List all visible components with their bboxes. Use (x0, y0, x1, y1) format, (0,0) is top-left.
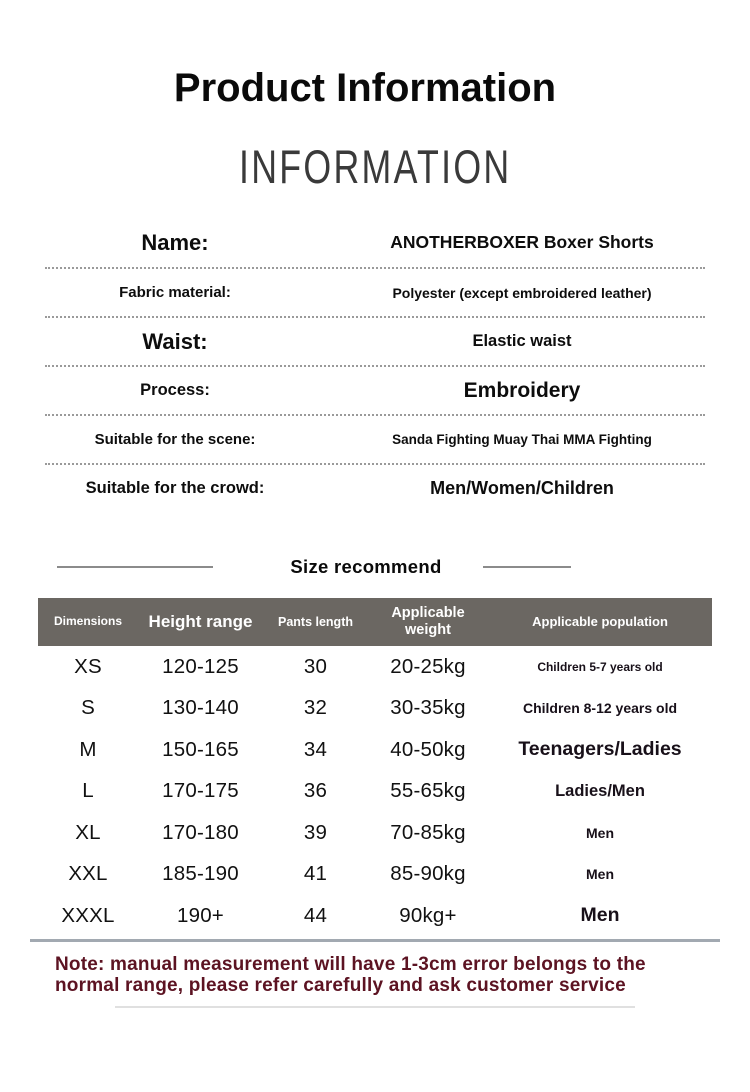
info-label: Suitable for the scene: (94, 431, 256, 448)
info-value: Men/Women/Children (430, 478, 614, 498)
cell-weight: 30-35kg (390, 696, 466, 720)
info-value: Elastic waist (472, 332, 572, 350)
cell-weight: 85-90kg (390, 862, 466, 886)
info-row: Suitable for the scene: Sanda Fighting Mu… (45, 414, 705, 463)
cell-population: Children 8-12 years old (522, 700, 678, 717)
note-line-1: Note: manual measurement will have 1-3cm… (55, 953, 646, 975)
cell-dimension: M (79, 737, 97, 761)
info-row: Waist: Elastic waist (45, 316, 705, 365)
cell-weight: 20-25kg (390, 654, 466, 678)
header-cell: Height range (148, 612, 253, 632)
cell-weight: 40-50kg (390, 737, 466, 761)
cell-pants-length: 44 (303, 903, 328, 927)
info-value: ANOTHERBOXER Boxer Shorts (390, 232, 654, 252)
cell-dimension: XXL (68, 862, 108, 886)
info-row: Suitable for the crowd: Men/Women/Childre… (45, 463, 705, 512)
page-subtitle-wrap: INFORMATION (0, 139, 750, 194)
cell-pants-length: 41 (303, 862, 328, 886)
cell-weight: 55-65kg (390, 779, 466, 803)
cell-pants-length: 32 (303, 696, 328, 720)
cell-height-range: 150-165 (162, 737, 239, 761)
table-row: XL 170-180 39 70-85kg Men (38, 812, 712, 854)
size-recommend-title: Size recommend (290, 556, 442, 577)
info-row: Process: Embroidery (45, 365, 705, 414)
info-value: Embroidery (463, 378, 581, 402)
table-row: S 130-140 32 30-35kg Children 8-12 years old (38, 688, 712, 730)
cell-height-range: 130-140 (162, 696, 239, 720)
header-cell: Applicable weight (391, 605, 465, 638)
product-info-list: Name: ANOTHERBOXER Boxer Shorts Fabric mat… (45, 218, 705, 512)
info-value: Sanda Fighting Muay Thai MMA Fighting (392, 432, 652, 447)
table-row: M 150-165 34 40-50kg Teenagers/Ladies (38, 729, 712, 771)
size-recommend-heading: Size recommend (0, 552, 750, 582)
cell-population: Teenagers/Ladies (518, 738, 682, 761)
cell-population: Men (586, 824, 614, 841)
cell-pants-length: 30 (303, 654, 328, 678)
table-row: XS 120-125 30 20-25kg Children 5-7 years old (38, 646, 712, 688)
table-row: XXXL 190+ 44 90kg+ Men (38, 895, 712, 937)
cell-dimension: L (82, 779, 94, 803)
cell-population: Men (586, 866, 614, 883)
size-table-header: Dimensions Height range Pants length Applic… (38, 598, 712, 646)
header-cell: Applicable population (532, 613, 668, 629)
cell-height-range: 170-180 (162, 820, 239, 844)
info-value: Polyester (except embroidered leather) (392, 284, 652, 301)
table-row: XXL 185-190 41 85-90kg Men (38, 854, 712, 896)
heading-rule-left (57, 566, 213, 568)
header-cell: Pants length (277, 614, 353, 629)
info-label: Process: (140, 381, 210, 399)
cell-height-range: 120-125 (162, 654, 239, 678)
note-line-2: normal range, please refer carefully and… (55, 974, 626, 996)
cell-height-range: 170-175 (162, 779, 239, 803)
page-subtitle: INFORMATION (238, 140, 512, 193)
cell-population: Ladies/Men (555, 781, 645, 800)
cell-pants-length: 34 (303, 737, 328, 761)
bottom-faint-line (115, 1005, 635, 1008)
info-label: Suitable for the crowd: (85, 479, 265, 497)
cell-population: Children 5-7 years old (537, 659, 663, 674)
cell-dimension: S (81, 696, 95, 720)
size-table: Dimensions Height range Pants length Applic… (38, 598, 712, 937)
cell-dimension: XL (75, 820, 101, 844)
info-label: Waist: (142, 328, 208, 354)
info-row: Name: ANOTHERBOXER Boxer Shorts (45, 218, 705, 267)
info-row: Fabric material: Polyester (except embroi… (45, 267, 705, 316)
cell-pants-length: 39 (303, 820, 328, 844)
info-label: Fabric material: (119, 284, 231, 301)
cell-dimension: XXXL (61, 903, 115, 927)
table-row: L 170-175 36 55-65kg Ladies/Men (38, 771, 712, 813)
size-table-body: XS 120-125 30 20-25kg Children 5-7 years old… (38, 646, 712, 937)
cell-height-range: 190+ (177, 903, 224, 927)
cell-weight: 90kg+ (399, 903, 457, 927)
cell-weight: 70-85kg (390, 820, 466, 844)
heading-rule-right (483, 566, 571, 568)
cell-dimension: XS (74, 654, 102, 678)
header-cell: Dimensions (53, 614, 122, 629)
table-bottom-divider (30, 938, 720, 942)
cell-pants-length: 36 (303, 779, 328, 803)
page-title: Product Information (173, 66, 557, 110)
cell-height-range: 185-190 (162, 862, 239, 886)
info-label: Name: (141, 229, 209, 255)
note-text: Note: manual measurement will have 1-3cm… (55, 954, 695, 996)
cell-population: Men (580, 904, 620, 927)
